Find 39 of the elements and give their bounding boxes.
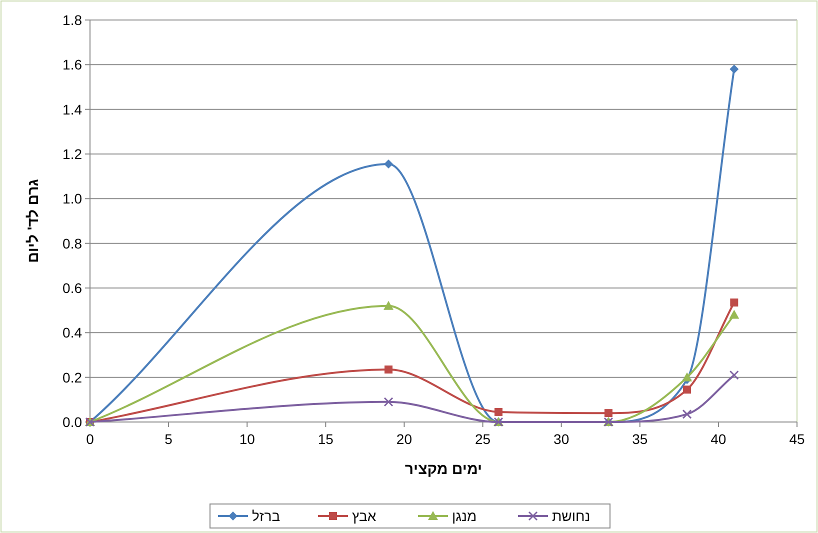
legend-label: נחושת xyxy=(552,508,590,524)
point xyxy=(384,160,394,169)
x-tick-label: 10 xyxy=(239,431,256,447)
legend-label: אבץ xyxy=(352,508,376,524)
x-tick-label: 35 xyxy=(632,431,648,447)
point xyxy=(730,298,738,307)
x-axis-title: ימים מקציר xyxy=(404,461,482,478)
x-tick-label: 0 xyxy=(86,431,94,447)
x-tick-label: 15 xyxy=(318,431,334,447)
point xyxy=(604,409,612,418)
y-tick-label: 1.6 xyxy=(62,56,82,73)
point xyxy=(682,409,692,419)
y-tick-label: 1.2 xyxy=(62,146,82,162)
y-tick-label: 0.6 xyxy=(62,280,82,296)
x-tick-label: 20 xyxy=(396,431,412,447)
point xyxy=(384,300,394,310)
legend-label: ברזל xyxy=(252,508,280,524)
y-tick-label: 0.0 xyxy=(62,414,82,430)
y-tick-label: 0.8 xyxy=(62,235,82,252)
point xyxy=(683,386,692,394)
legend-label: מנגן xyxy=(452,508,477,524)
x-tick-label: 5 xyxy=(164,431,173,447)
point xyxy=(384,366,393,374)
x-tick-label: 45 xyxy=(789,431,805,447)
y-axis-title: גרם לד' ליום xyxy=(25,179,42,263)
x-tick-label: 40 xyxy=(710,431,726,447)
y-tick-label: 1.8 xyxy=(62,12,82,28)
point xyxy=(729,370,739,380)
y-tick-label: 1.0 xyxy=(62,190,82,207)
point xyxy=(682,372,692,382)
y-tick-label: 0.2 xyxy=(62,369,82,386)
x-tick-label: 25 xyxy=(474,431,491,447)
y-tick-label: 1.4 xyxy=(62,101,82,118)
point xyxy=(384,397,394,407)
y-tick-label: 0.4 xyxy=(62,324,82,341)
point xyxy=(494,408,502,416)
point xyxy=(729,310,740,319)
x-tick-label: 30 xyxy=(554,431,570,447)
point xyxy=(730,64,739,74)
